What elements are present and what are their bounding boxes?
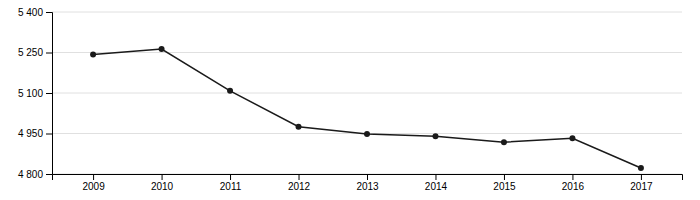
x-tick: 2017 (630, 174, 653, 192)
x-tick: 2013 (356, 174, 379, 192)
chart: 2009 2010 2011 2012 2013 2014 2015 2016 2017 4 80… (0, 0, 700, 200)
x-tick-label: 2013 (356, 181, 379, 192)
x-tick: 2014 (425, 174, 448, 192)
y-axis-line (46, 13, 53, 175)
grid-line (52, 93, 682, 94)
y-tick-label: 5 100 (18, 88, 43, 99)
y-tick: 5 250 (18, 47, 52, 58)
grid-line (52, 52, 682, 53)
x-tick-mark (504, 174, 505, 180)
x-tick-label: 2016 (562, 181, 585, 192)
x-axis-line (53, 175, 683, 181)
x-tick-mark (435, 174, 436, 180)
x-tick-label: 2009 (82, 181, 105, 192)
point (569, 135, 575, 141)
point (432, 133, 438, 139)
x-tick-mark (641, 174, 642, 180)
y-tick-mark (46, 93, 52, 94)
y-tick-label: 5 250 (18, 47, 43, 58)
point (501, 139, 507, 145)
grid-line (52, 12, 682, 13)
plot: 2009 2010 2011 2012 2013 2014 2015 2016 2017 4 80… (18, 7, 683, 192)
x-tick-label: 2012 (288, 181, 311, 192)
point (227, 88, 233, 94)
point (296, 124, 302, 130)
x-tick: 2015 (493, 174, 516, 192)
point (638, 165, 644, 171)
point (364, 131, 370, 137)
x-tick-label: 2010 (151, 181, 174, 192)
y-tick-label: 4 950 (18, 128, 43, 139)
x-tick-mark (93, 174, 94, 180)
y-tick: 4 800 (18, 169, 52, 180)
y-tick-label: 4 800 (18, 169, 43, 180)
y-tick: 4 950 (18, 128, 52, 139)
x-tick-label: 2014 (425, 181, 448, 192)
y-tick-label: 5 400 (18, 7, 43, 18)
x-tick-mark (299, 174, 300, 180)
grid (52, 12, 682, 174)
x-tick: 2012 (288, 174, 311, 192)
y-tick-mark (46, 134, 52, 135)
x-tick-label: 2011 (220, 181, 242, 192)
x-tick-label: 2017 (630, 181, 653, 192)
point (90, 51, 96, 57)
y-tick-mark (46, 53, 52, 54)
x-tick-mark (367, 174, 368, 180)
x-axis: 2009 2010 2011 2012 2013 2014 2015 2016 2017 (53, 174, 683, 192)
x-tick-mark (162, 174, 163, 180)
y-axis: 4 800 4 950 5 100 5 250 5 400 (18, 7, 53, 180)
x-tick-mark (572, 174, 573, 180)
line (93, 49, 641, 168)
series (90, 46, 644, 171)
y-tick: 5 400 (18, 7, 52, 18)
x-tick: 2009 (82, 174, 105, 192)
y-tick: 5 100 (18, 88, 52, 99)
y-tick-mark (46, 174, 52, 175)
x-tick: 2010 (151, 174, 174, 192)
x-tick: 2011 (220, 174, 242, 192)
x-tick-mark (230, 174, 231, 180)
point (159, 46, 165, 52)
x-tick-label: 2015 (493, 181, 516, 192)
x-tick: 2016 (562, 174, 585, 192)
y-tick-mark (46, 12, 52, 13)
